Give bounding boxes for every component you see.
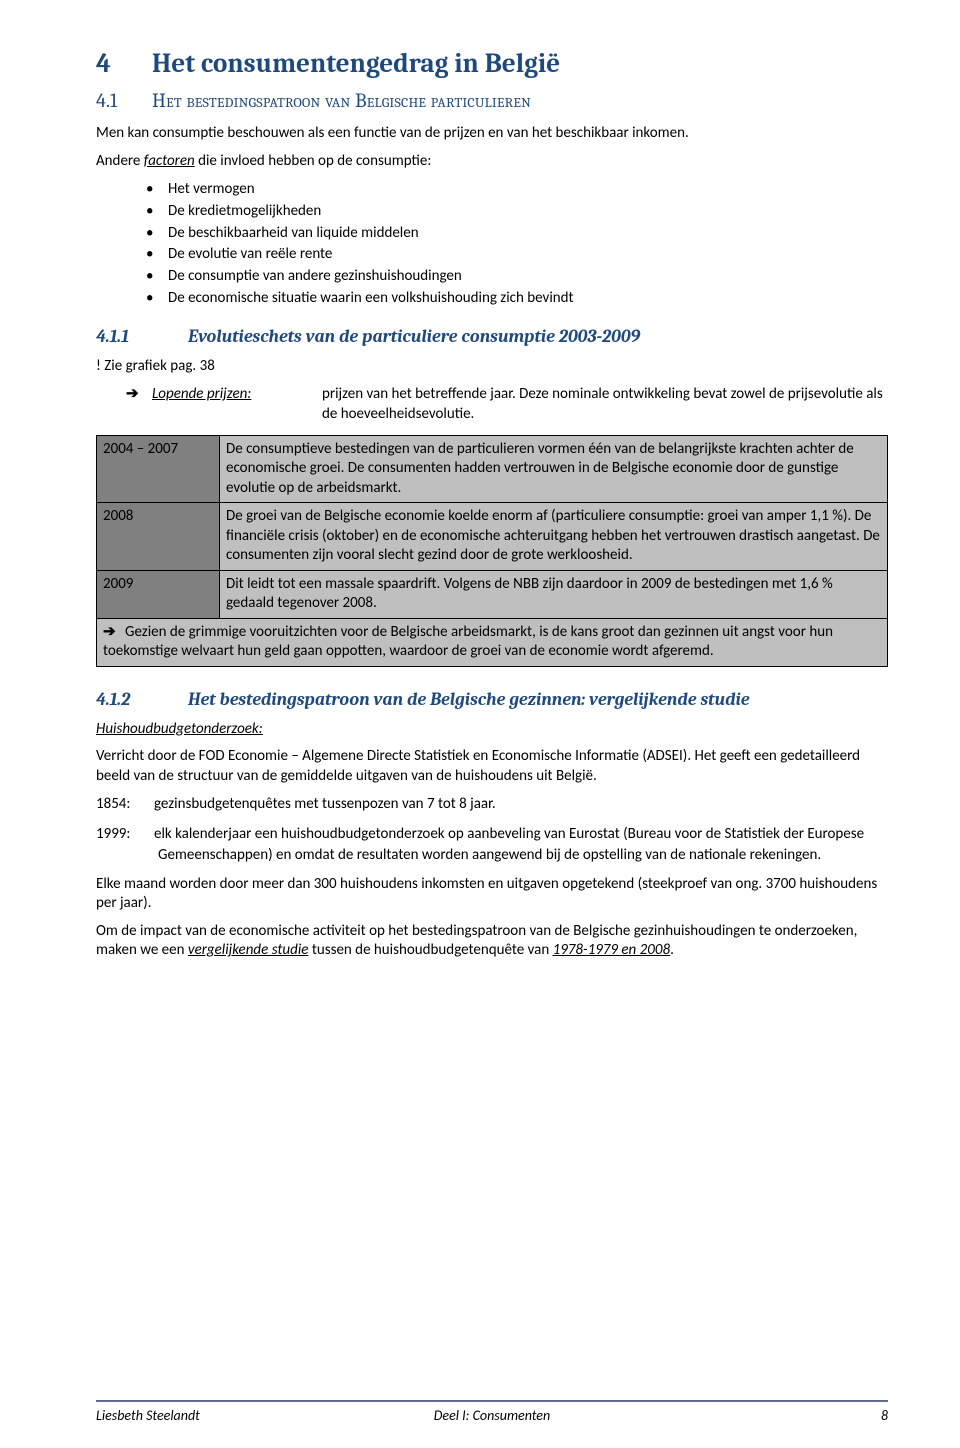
year-item: 1999:elk kalenderjaar een huishoudbudget… [96, 824, 888, 865]
table-row: 2008 De groei van de Belgische economie … [97, 503, 888, 571]
heading-3: 4.1.2 Het bestedingspatroon van de Belgi… [96, 689, 888, 710]
heading-3-text: Evolutieschets van de particuliere consu… [188, 326, 640, 347]
heading-2: 4.1 Het bestedingspatroon van Belgische … [96, 89, 888, 112]
factor-list: Het vermogen De kredietmogelijkheden De … [146, 179, 888, 310]
table-row: ➔Gezien de grimmige vooruitzichten voor … [97, 618, 888, 666]
list-item: De consumptie van andere gezinshuishoudi… [146, 266, 888, 288]
year-text: gezinsbudgetenquêtes met tussenpozen van… [154, 795, 496, 813]
lead-paragraph: Andere factoren die invloed hebben op de… [96, 152, 888, 172]
year-item: 1854:gezinsbudgetenquêtes met tussenpoze… [96, 794, 888, 814]
footer: Liesbeth Steelandt Deel I: Consumenten 8 [96, 1407, 888, 1424]
year-cell: 2008 [97, 503, 220, 571]
page: 4 Het consumentengedrag in België 4.1 He… [0, 0, 960, 1448]
list-item: De beschikbaarheid van liquide middelen [146, 223, 888, 245]
list-item: De economische situatie waarin een volks… [146, 288, 888, 310]
text-cell: De consumptieve bestedingen van de parti… [220, 435, 888, 503]
lead-post: die invloed hebben op de consumptie: [195, 152, 432, 170]
sub-heading-text: Huishoudbudgetonderzoek: [96, 720, 263, 738]
conclusion-cell: ➔Gezien de grimmige vooruitzichten voor … [97, 618, 888, 666]
lead-pre: Andere [96, 152, 144, 170]
footer-author: Liesbeth Steelandt [96, 1407, 360, 1424]
conclusion-text: Gezien de grimmige vooruitzichten voor d… [103, 623, 833, 661]
sub-heading: Huishoudbudgetonderzoek: [96, 720, 888, 740]
para3-post: . [670, 941, 674, 959]
list-item: Het vermogen [146, 179, 888, 201]
table-row: 2009 Dit leidt tot een massale spaardrif… [97, 570, 888, 618]
para3-mid: tussen de huishoudbudgetenquête van [308, 941, 552, 959]
heading-2-number: 4.1 [96, 89, 152, 112]
heading-1-number: 4 [96, 48, 152, 79]
arrow-icon: ➔ [103, 623, 125, 643]
evolution-table: 2004 – 2007 De consumptieve bestedingen … [96, 435, 888, 667]
table-row: 2004 – 2007 De consumptieve bestedingen … [97, 435, 888, 503]
footer-section: Deel I: Consumenten [360, 1407, 624, 1424]
intro-paragraph: Men kan consumptie beschouwen als een fu… [96, 124, 888, 144]
definition-row: ➔ Lopende prijzen: prijzen van het betre… [126, 384, 888, 425]
heading-3-text: Het bestedingspatroon van de Belgische g… [188, 689, 750, 710]
paragraph: Elke maand worden door meer dan 300 huis… [96, 875, 888, 914]
para3-u1: vergelijkende studie [188, 941, 309, 959]
heading-3: 4.1.1 Evolutieschets van de particuliere… [96, 326, 888, 347]
heading-1: 4 Het consumentengedrag in België [96, 48, 888, 79]
text-cell: De groei van de Belgische economie koeld… [220, 503, 888, 571]
year-text: elk kalenderjaar een huishoudbudgetonder… [154, 825, 864, 863]
footer-page-number: 8 [624, 1407, 888, 1424]
text-cell: Dit leidt tot een massale spaardrift. Vo… [220, 570, 888, 618]
list-item: De kredietmogelijkheden [146, 201, 888, 223]
arrow-icon: ➔ [126, 384, 152, 425]
heading-3-number: 4.1.2 [96, 689, 188, 710]
graphic-note: ! Zie grafiek pag. 38 [96, 357, 888, 377]
footer-divider [96, 1400, 888, 1402]
heading-2-text: Het bestedingspatroon van Belgische part… [152, 89, 531, 112]
list-item: De evolutie van reële rente [146, 244, 888, 266]
heading-1-text: Het consumentengedrag in België [152, 48, 560, 79]
lead-underlined: factoren [144, 152, 195, 170]
year-cell: 2004 – 2007 [97, 435, 220, 503]
paragraph: Verricht door de FOD Economie – Algemene… [96, 747, 888, 786]
paragraph: Om de impact van de economische activite… [96, 922, 888, 961]
definition-term: Lopende prijzen: [152, 384, 322, 425]
para3-u2: 1978-1979 en 2008 [553, 941, 670, 959]
heading-3-number: 4.1.1 [96, 326, 188, 347]
definition-desc: prijzen van het betreffende jaar. Deze n… [322, 384, 888, 425]
year-cell: 2009 [97, 570, 220, 618]
year-label: 1999: [96, 824, 154, 844]
year-label: 1854: [96, 794, 154, 814]
